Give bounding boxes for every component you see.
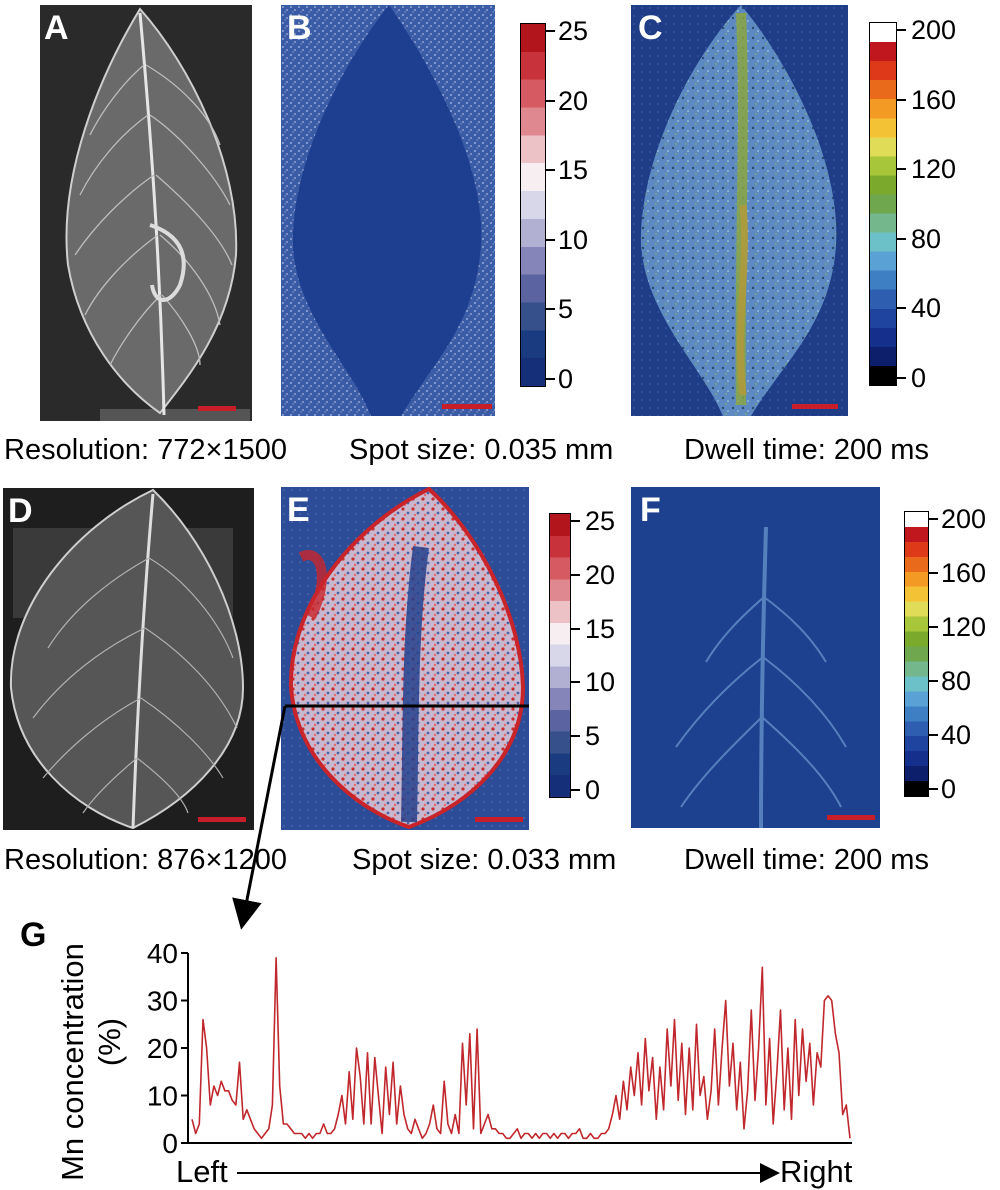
- colorbar-c-tick-mark: [897, 168, 906, 171]
- colorbar-e-tick-mark: [571, 573, 580, 576]
- colorbar-e-tick-mark: [571, 789, 580, 791]
- colorbar-b-tick-mark: [546, 378, 555, 380]
- scale-bar-b: [442, 404, 492, 409]
- colorbar-e-tick-label: 5: [585, 721, 601, 752]
- panel-e-image: [281, 487, 529, 830]
- colorbar-f-tick-label: 40: [941, 720, 972, 750]
- colorbar-c-tick-mark: [897, 237, 906, 240]
- scale-bar-d: [198, 817, 246, 822]
- panel-label-b: B: [287, 9, 312, 47]
- colorbar-e-tick-mark: [571, 520, 580, 522]
- colorbar-f-tick-label: 200: [941, 504, 987, 534]
- caption-row2-resolution: Resolution: 876×1200: [4, 844, 287, 876]
- panel-label-d: D: [8, 492, 33, 530]
- colorbar-c-tick-label: 0: [911, 363, 927, 393]
- x-axis-label-left: Left: [176, 1154, 228, 1189]
- scale-bar-c: [792, 404, 838, 409]
- series-mn-concentration: [191, 956, 851, 1140]
- colorbar-b-tick-label: 25: [558, 16, 589, 46]
- colorbar-f-tick-mark: [929, 680, 938, 682]
- panel-label-f: F: [640, 491, 661, 529]
- colorbar-f-tick-label: 120: [941, 612, 987, 642]
- colorbar-e-tick-mark: [571, 735, 580, 738]
- colorbar-e: [549, 513, 571, 798]
- colorbar-e-tick-mark: [571, 627, 580, 630]
- colorbar-b: [520, 23, 546, 387]
- colorbar-c-tick-mark: [897, 377, 906, 379]
- colorbar-c-tick-label: 80: [911, 223, 942, 254]
- caption-row1-spot-size: Spot size: 0.035 mm: [349, 434, 614, 466]
- panel-a-image: [40, 5, 252, 421]
- colorbar-c-tick-label: 120: [911, 154, 957, 185]
- colorbar-b-tick-label: 5: [558, 294, 574, 325]
- y-tick-label: 10: [147, 1081, 178, 1112]
- leaf-skeleton-d: [3, 488, 254, 830]
- colorbar-b-tick-mark: [546, 238, 555, 241]
- colorbar-f-tick-label: 160: [941, 558, 987, 588]
- colorbar-c-tick-mark: [897, 29, 906, 31]
- panel-b-image: [281, 5, 495, 416]
- caption-row1-dwell-time: Dwell time: 200 ms: [684, 434, 929, 466]
- colorbar-f-tick-label: 0: [941, 774, 957, 804]
- panel-label-c: C: [638, 9, 663, 47]
- colorbar-f-tick-mark: [929, 626, 938, 628]
- y-tick-label: 30: [147, 986, 178, 1017]
- colorbar-b-tick-mark: [546, 30, 555, 32]
- colorbar-b-tick-mark: [546, 99, 555, 102]
- y-tick-label: 20: [147, 1033, 178, 1064]
- colorbar-b-tick-label: 20: [558, 85, 589, 116]
- scale-bar-a: [198, 406, 236, 411]
- colorbar-c-tick-label: 40: [911, 293, 942, 324]
- colorbar-f-tick-mark: [929, 518, 938, 520]
- colorbar-e-tick-label: 15: [585, 613, 616, 644]
- panel-d-image: [3, 488, 254, 830]
- colorbar-f-tick-mark: [929, 572, 938, 574]
- colorbar-b-tick-label: 0: [558, 364, 574, 394]
- mn-map-b: [281, 5, 495, 416]
- colorbar-f-tick-mark: [929, 734, 938, 736]
- panel-c-image: [631, 5, 848, 416]
- colorbar-c-tick-label: 200: [911, 15, 957, 45]
- colorbar-c-tick-label: 160: [911, 84, 957, 115]
- ca-map-f: [631, 487, 880, 828]
- y-tick-label: 40: [147, 938, 178, 969]
- colorbar-e-tick-label: 10: [585, 667, 616, 698]
- x-axis-label-right: Right: [780, 1154, 853, 1189]
- panel-label-g: G: [20, 916, 47, 954]
- y-axis-label-line2: (%): [92, 1018, 127, 1066]
- caption-row1-resolution: Resolution: 772×1500: [4, 434, 287, 466]
- colorbar-e-tick-label: 25: [585, 506, 616, 536]
- series-line: [191, 956, 851, 1140]
- leaf-skeleton-a: [40, 5, 252, 421]
- ca-map-c: [631, 5, 848, 416]
- transect-arrow: [232, 705, 287, 930]
- colorbar-f: [904, 511, 929, 797]
- colorbar-c: [869, 22, 897, 386]
- colorbar-b-tick-mark: [546, 308, 555, 311]
- colorbar-e-tick-mark: [571, 681, 580, 684]
- panel-label-e: E: [287, 491, 310, 529]
- y-axis: 0 10 20 30 40: [147, 938, 189, 1159]
- colorbar-e-tick-label: 0: [585, 775, 601, 805]
- panel-label-a: A: [44, 9, 69, 47]
- panel-f-image: [631, 487, 880, 828]
- colorbar-e-tick-label: 20: [585, 559, 616, 590]
- scale-bar-e: [475, 817, 523, 822]
- y-tick-label: 0: [162, 1128, 178, 1159]
- mn-map-e: [281, 487, 529, 830]
- colorbar-b-tick-label: 15: [558, 155, 589, 186]
- y-axis-label-line1: Mn concentration: [55, 943, 90, 1181]
- colorbar-c-tick-mark: [897, 307, 906, 310]
- colorbar-f-tick-label: 80: [941, 666, 972, 696]
- colorbar-b-tick-mark: [546, 169, 555, 172]
- caption-row2-spot-size: Spot size: 0.033 mm: [352, 844, 617, 876]
- colorbar-f-tick-mark: [929, 788, 938, 790]
- scale-bar-f: [827, 815, 875, 820]
- colorbar-b-tick-label: 10: [558, 224, 589, 255]
- caption-row2-dwell-time: Dwell time: 200 ms: [684, 844, 929, 876]
- colorbar-c-tick-mark: [897, 98, 906, 101]
